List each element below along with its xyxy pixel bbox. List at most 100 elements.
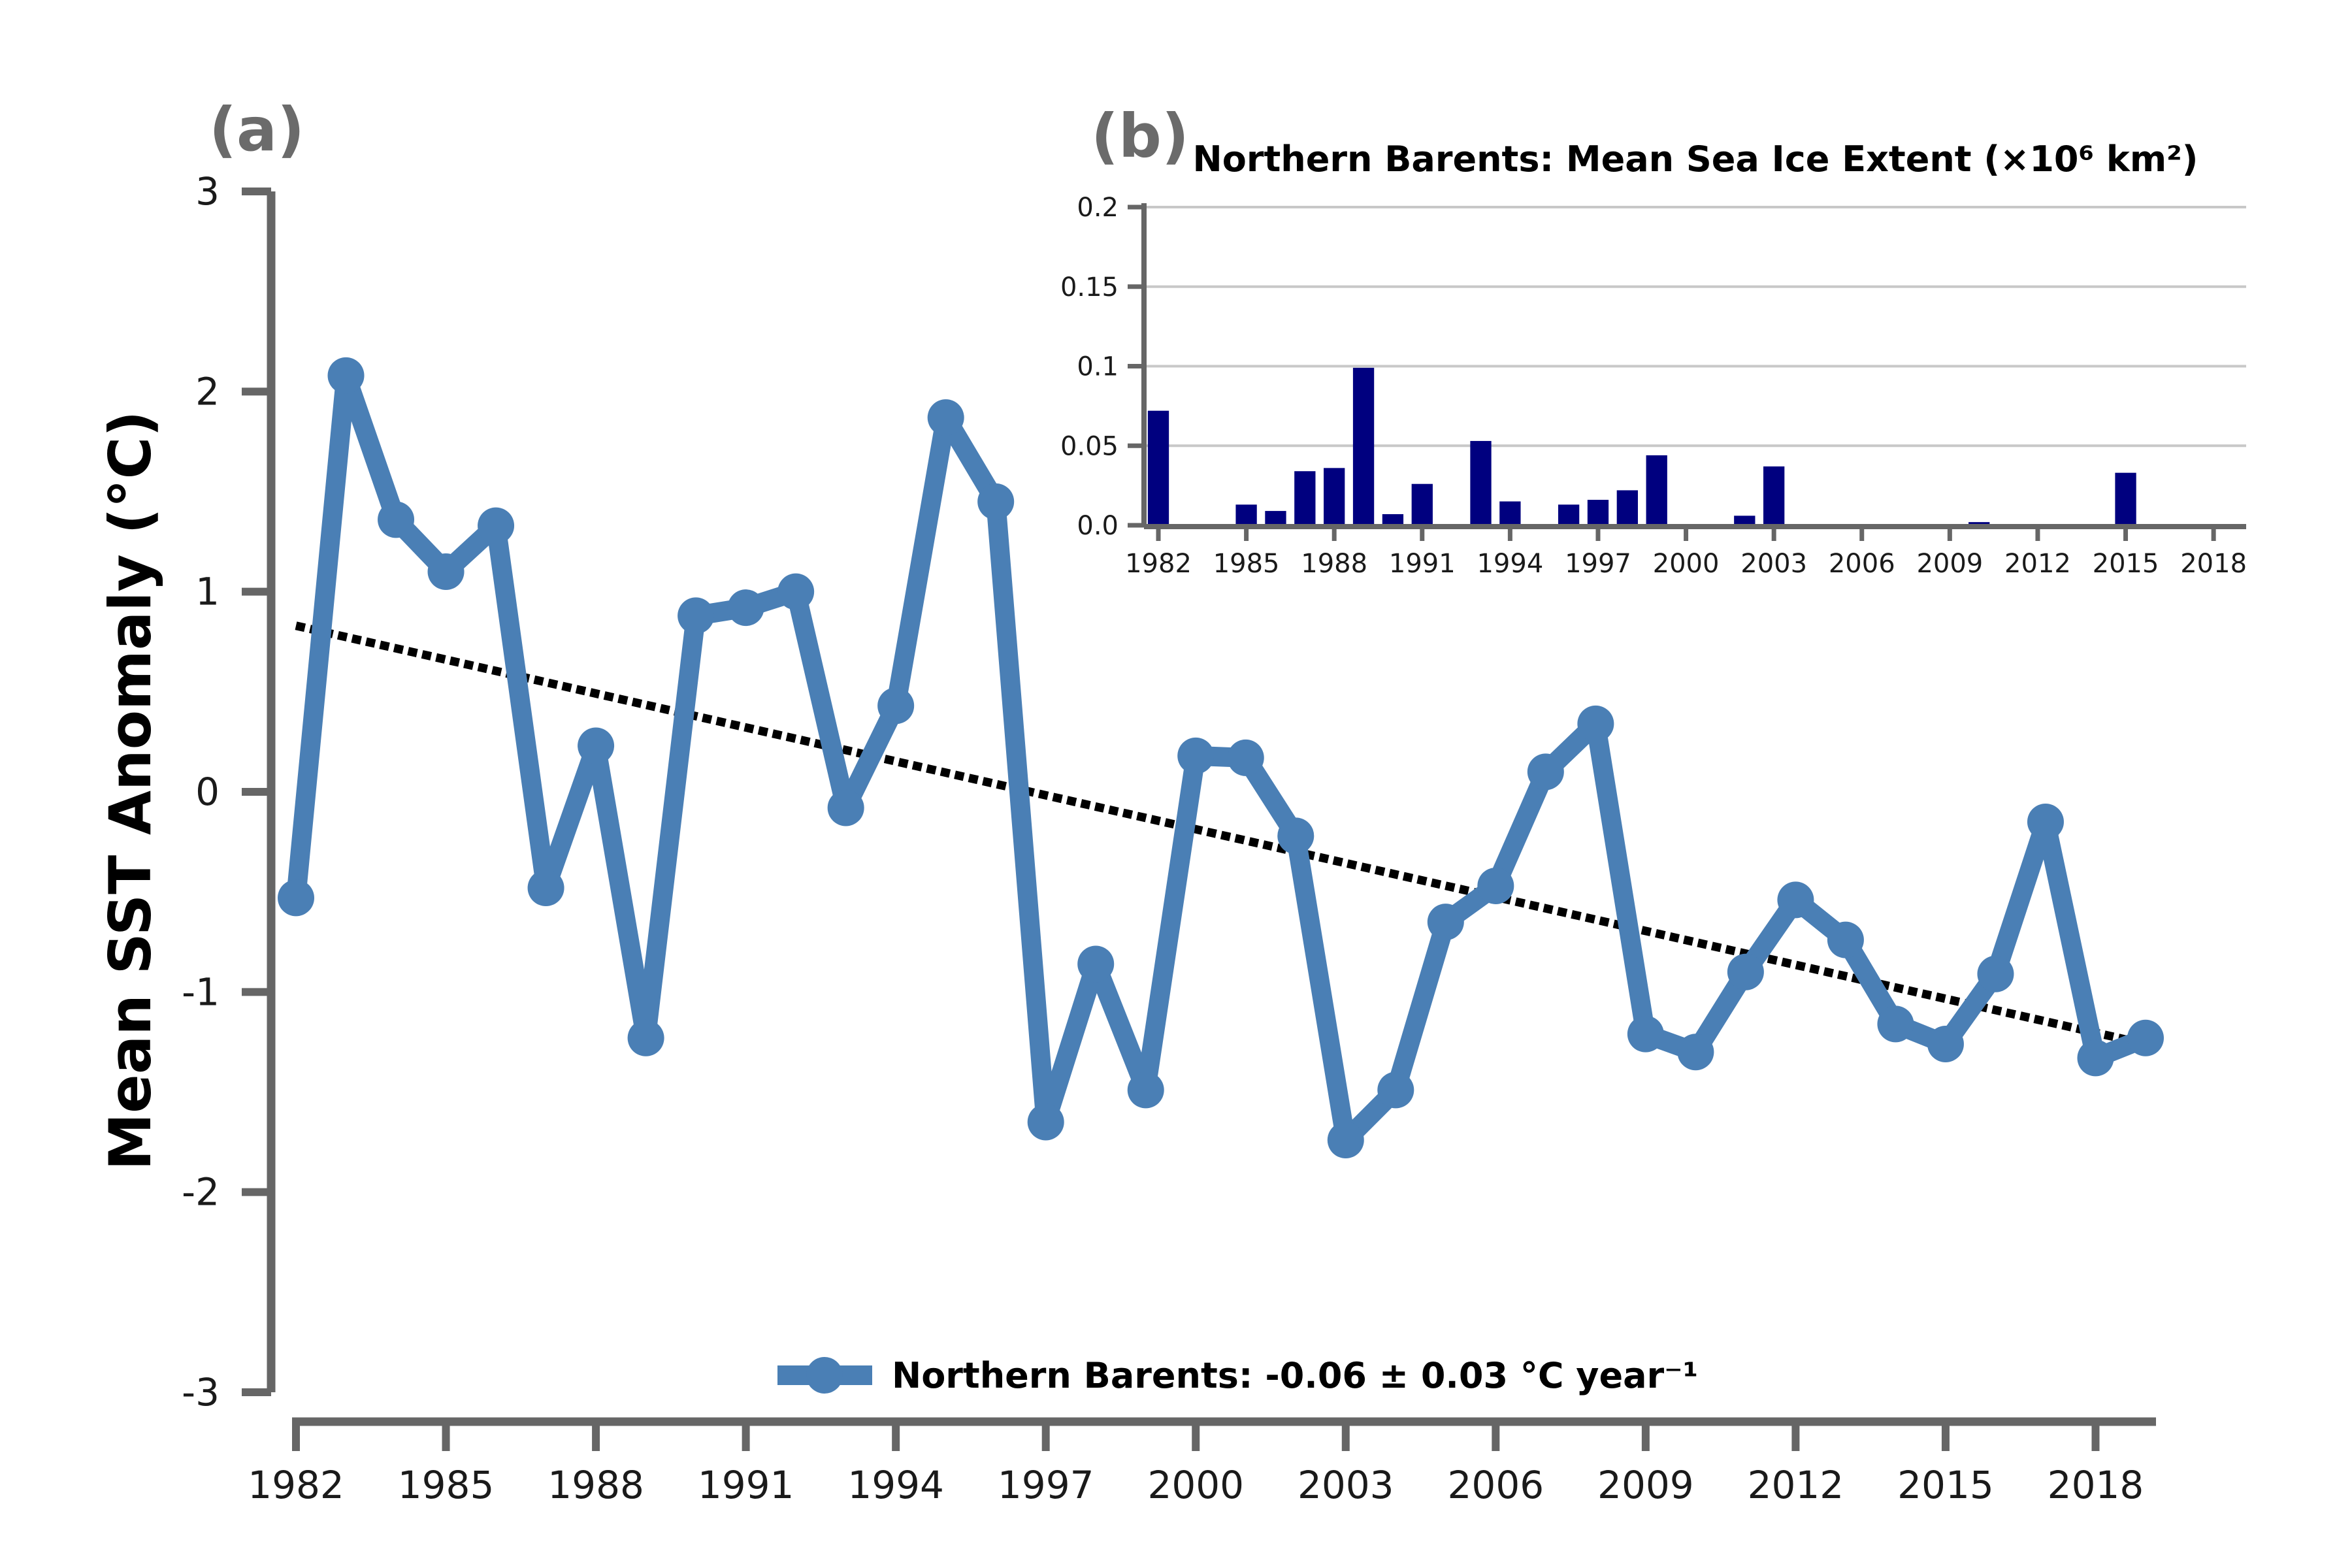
bar [1324, 468, 1345, 525]
y-tick-label: 3 [195, 169, 220, 214]
x-tick-label: 2018 [2180, 549, 2247, 579]
sst-data-point [1927, 1025, 1964, 1062]
panel-a-chart: (a) Mean SST Anomaly (°C) 3 2 1 0 -1 -2 -3 198… [97, 95, 2164, 1507]
sst-data-point [2027, 803, 2064, 840]
y-tick-labels: 0.2 0.15 0.1 0.05 0.0 [1060, 193, 1119, 541]
sst-series-line [286, 365, 2155, 1150]
axes [1128, 203, 2246, 541]
sst-data-point [877, 687, 915, 725]
y-tick-label: 0 [195, 770, 220, 814]
sst-data-point [1627, 1015, 1664, 1053]
y-tick-labels: 3 2 1 0 -1 -2 -3 [182, 169, 220, 1414]
bar [1382, 514, 1404, 525]
bar [1499, 501, 1521, 525]
panel-b-title: Northern Barents: Mean Sea Ice Extent (×… [1193, 139, 2198, 180]
bar [1646, 455, 1667, 525]
bar [1968, 522, 1990, 525]
sst-data-point [1877, 1005, 1914, 1043]
x-tick-label: 2000 [1653, 549, 1720, 579]
x-tick-label: 2015 [2093, 549, 2159, 579]
y-tick-label: 0.2 [1077, 193, 1119, 223]
bar [1265, 511, 1286, 525]
x-tick-labels: 1982 1985 1988 1991 1994 1997 2000 2003 2006 2009… [248, 1463, 2144, 1507]
x-tick-label: 1988 [547, 1463, 644, 1507]
sst-series-group [278, 357, 2164, 1159]
bar [1411, 483, 1433, 525]
sst-data-point [727, 589, 764, 627]
x-tick-label: 2003 [1298, 1463, 1394, 1507]
panel-b-label: (b) [1091, 101, 1189, 171]
sst-data-point [2077, 1039, 2114, 1077]
x-tick-label: 1991 [1389, 549, 1456, 579]
sst-data-point [1727, 953, 1764, 990]
x-tick-label: 1994 [847, 1463, 944, 1507]
y-tick-label: 0.0 [1077, 511, 1119, 541]
sst-data-point [427, 553, 465, 591]
sst-data-point [627, 1019, 664, 1056]
x-tick-label: 2018 [2048, 1463, 2144, 1507]
x-tick-label: 1982 [1125, 549, 1192, 579]
x-tick-label: 2015 [1897, 1463, 1994, 1507]
y-tick-label: -1 [182, 970, 220, 1014]
x-tick-label: 2012 [2004, 549, 2071, 579]
sst-data-point [678, 597, 715, 634]
x-tick-label: 2003 [1740, 549, 1807, 579]
bar [1147, 410, 1169, 525]
panel-b-chart: (b) Northern Barents: Mean Sea Ice Exten… [1060, 101, 2247, 579]
sst-data-point [327, 357, 365, 394]
sst-data-point [378, 501, 415, 538]
x-tick-label: 2006 [1448, 1463, 1544, 1507]
x-tick-label: 1982 [248, 1463, 344, 1507]
sst-data-point [1527, 753, 1564, 791]
x-tick-label: 1997 [1565, 549, 1631, 579]
legend-label: Northern Barents: -0.06 ± 0.03 °C year⁻¹ [892, 1355, 1698, 1396]
x-tick-labels: 1982 1985 1988 1991 1994 1997 2000 2003 2006 2009… [1125, 549, 2247, 579]
y-tick-label: -3 [182, 1370, 220, 1414]
sst-data-point [1477, 867, 1514, 904]
x-tick-label: 2000 [1147, 1463, 1244, 1507]
sst-data-point [478, 507, 515, 544]
bar [1294, 471, 1316, 525]
panel-a-label: (a) [209, 95, 304, 165]
y-axis-label: Mean SST Anomaly (°C) [97, 411, 164, 1171]
x-tick-label: 1985 [1213, 549, 1280, 579]
axes [242, 188, 2156, 1451]
sst-data-point [1077, 945, 1115, 983]
sst-data-point [527, 870, 564, 907]
bar [2115, 472, 2136, 525]
y-tick-label: 0.1 [1077, 352, 1119, 382]
sst-data-point [1427, 904, 1464, 941]
y-tick-label: -2 [182, 1170, 220, 1215]
sst-data-point [1127, 1071, 1164, 1109]
sst-data-point [827, 789, 864, 826]
x-tick-label: 2009 [1597, 1463, 1694, 1507]
sst-data-point [278, 879, 314, 917]
x-tick-label: 1985 [398, 1463, 495, 1507]
bar [1558, 504, 1580, 525]
sst-data-point [1977, 955, 2014, 992]
sst-data-point [1577, 705, 1614, 742]
bar [1763, 466, 1785, 525]
bar [1616, 490, 1638, 525]
x-tick-label: 2006 [1829, 549, 1895, 579]
x-tick-label: 1991 [698, 1463, 794, 1507]
x-tick-label: 1997 [998, 1463, 1094, 1507]
sst-data-point [1327, 1122, 1364, 1159]
sst-data-point [1277, 817, 1315, 855]
sst-data-point [1177, 737, 1215, 774]
sst-data-point [1777, 881, 1814, 919]
bar [1470, 440, 1492, 525]
sst-data-point [977, 483, 1015, 520]
bar [1352, 367, 1375, 525]
x-tick-label: 1994 [1477, 549, 1543, 579]
x-tick-label: 2009 [1916, 549, 1983, 579]
bar [1587, 500, 1609, 525]
y-tick-label: 1 [195, 570, 220, 614]
sst-data-point [1227, 739, 1264, 776]
sst-data-point [1827, 921, 1864, 958]
sst-data-point [777, 573, 815, 610]
sst-data-point [1377, 1071, 1414, 1109]
y-tick-label: 0.05 [1060, 431, 1119, 461]
sst-data-point [578, 727, 615, 764]
